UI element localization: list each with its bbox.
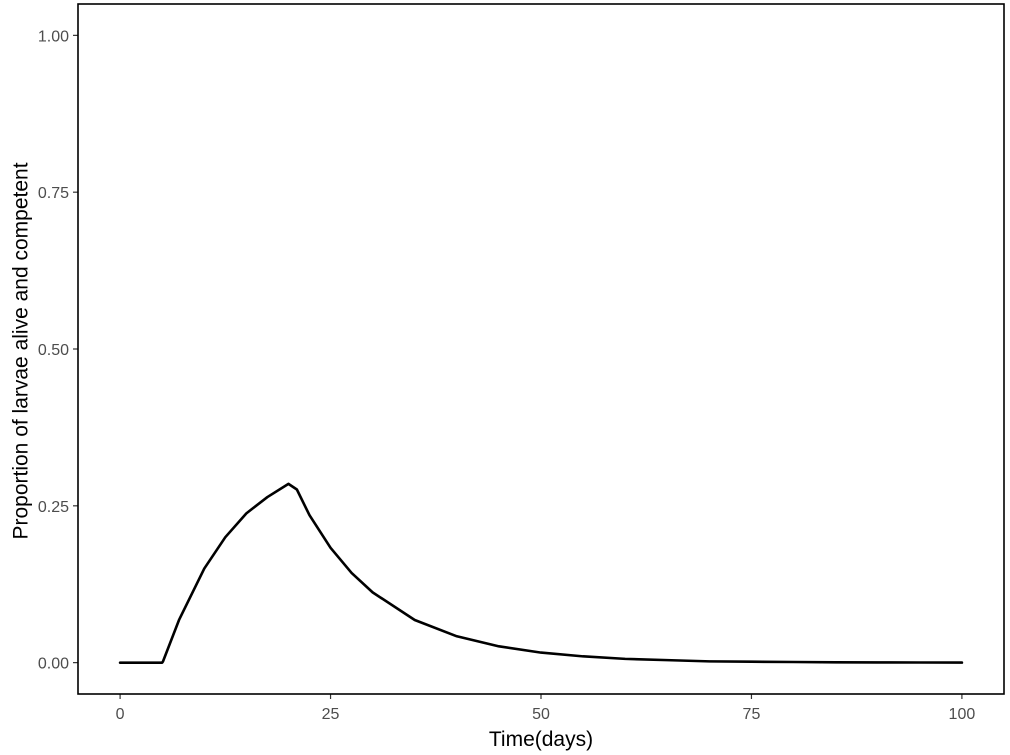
x-tick-label: 0 <box>116 706 125 723</box>
y-axis-title: Proportion of larvae alive and competent <box>9 162 32 539</box>
y-tick-label: 0.00 <box>38 656 69 673</box>
y-tick-label: 1.00 <box>38 28 69 45</box>
y-tick-label: 0.50 <box>38 342 69 359</box>
y-tick-label: 0.25 <box>38 499 69 516</box>
x-tick-label: 75 <box>743 706 761 723</box>
x-axis-title: Time(days) <box>489 728 593 751</box>
x-tick-label: 100 <box>949 706 976 723</box>
y-tick-label: 0.75 <box>38 185 69 202</box>
series-line <box>118 482 964 664</box>
y-axis-ticks: 0.00 0.25 0.50 0.75 1.00 <box>38 28 78 673</box>
x-tick-label: 50 <box>532 706 550 723</box>
plot-panel-border <box>77 3 1005 695</box>
x-axis-ticks: 0 25 50 75 100 <box>116 694 976 723</box>
x-tick-label: 25 <box>322 706 340 723</box>
